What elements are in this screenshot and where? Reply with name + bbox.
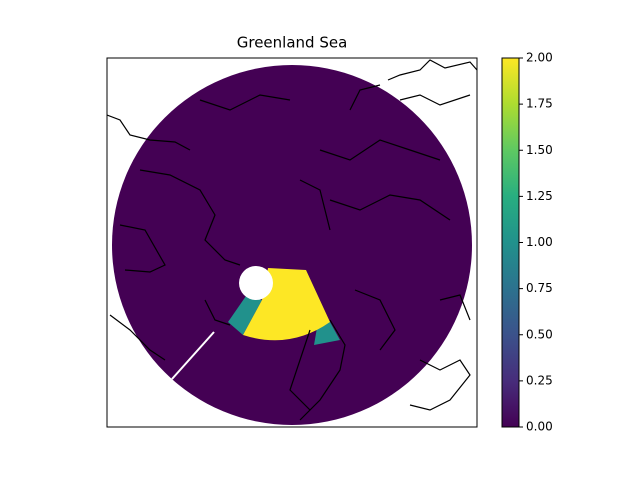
pole-hole xyxy=(239,266,273,300)
colorbar-tick-label: 1.50 xyxy=(526,143,553,157)
colorbar-tick-label: 1.75 xyxy=(526,97,553,111)
seam xyxy=(171,331,215,380)
colorbar-tick-label: 1.25 xyxy=(526,189,553,203)
axes-frame xyxy=(106,57,478,428)
colorbar-tick-label: 1.00 xyxy=(526,235,553,249)
colorbar-tick-label: 0.25 xyxy=(526,373,553,387)
colorbar-tick-label: 0.75 xyxy=(526,281,553,295)
colorbar-tick-label: 2.00 xyxy=(526,51,553,65)
map-title: Greenland Sea xyxy=(237,34,348,52)
colorbar-tick-label: 0.00 xyxy=(526,420,553,434)
region-teal xyxy=(228,296,262,335)
colorbar-tick-label: 0.50 xyxy=(526,327,553,341)
map-area xyxy=(107,59,477,425)
colorbar xyxy=(501,57,520,428)
data-disk xyxy=(112,65,472,425)
